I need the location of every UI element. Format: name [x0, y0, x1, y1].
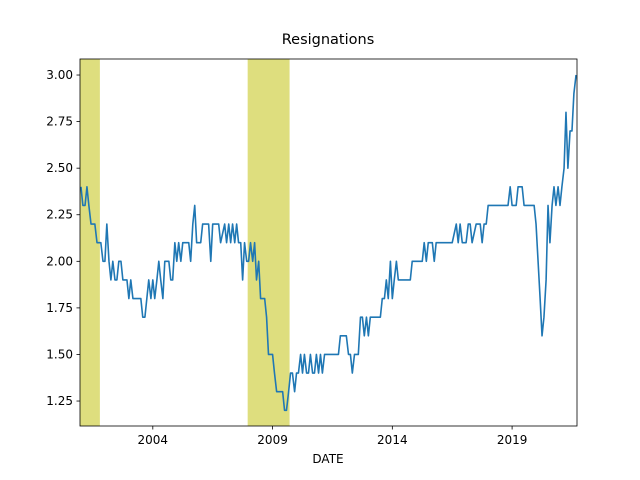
plot-frame	[79, 58, 578, 427]
recession-shade	[80, 59, 100, 426]
y-tick-label: 2.25	[46, 208, 73, 222]
y-tick-label: 2.50	[46, 161, 73, 175]
x-tick-label: 2014	[377, 433, 408, 447]
y-tick-label: 2.75	[46, 115, 73, 129]
data-line	[80, 74, 577, 412]
y-tick-label: 2.00	[46, 254, 73, 268]
x-tick-label: 2019	[497, 433, 528, 447]
chart-title: Resignations	[282, 32, 375, 48]
y-tick-label: 3.00	[46, 68, 73, 82]
y-tick-label: 1.75	[46, 301, 73, 315]
x-tick-label: 2009	[257, 433, 288, 447]
y-tick-label: 1.25	[46, 394, 73, 408]
y-tick-label: 1.50	[46, 347, 73, 361]
x-axis-label: DATE	[312, 452, 343, 466]
x-tick-label: 2004	[138, 433, 169, 447]
